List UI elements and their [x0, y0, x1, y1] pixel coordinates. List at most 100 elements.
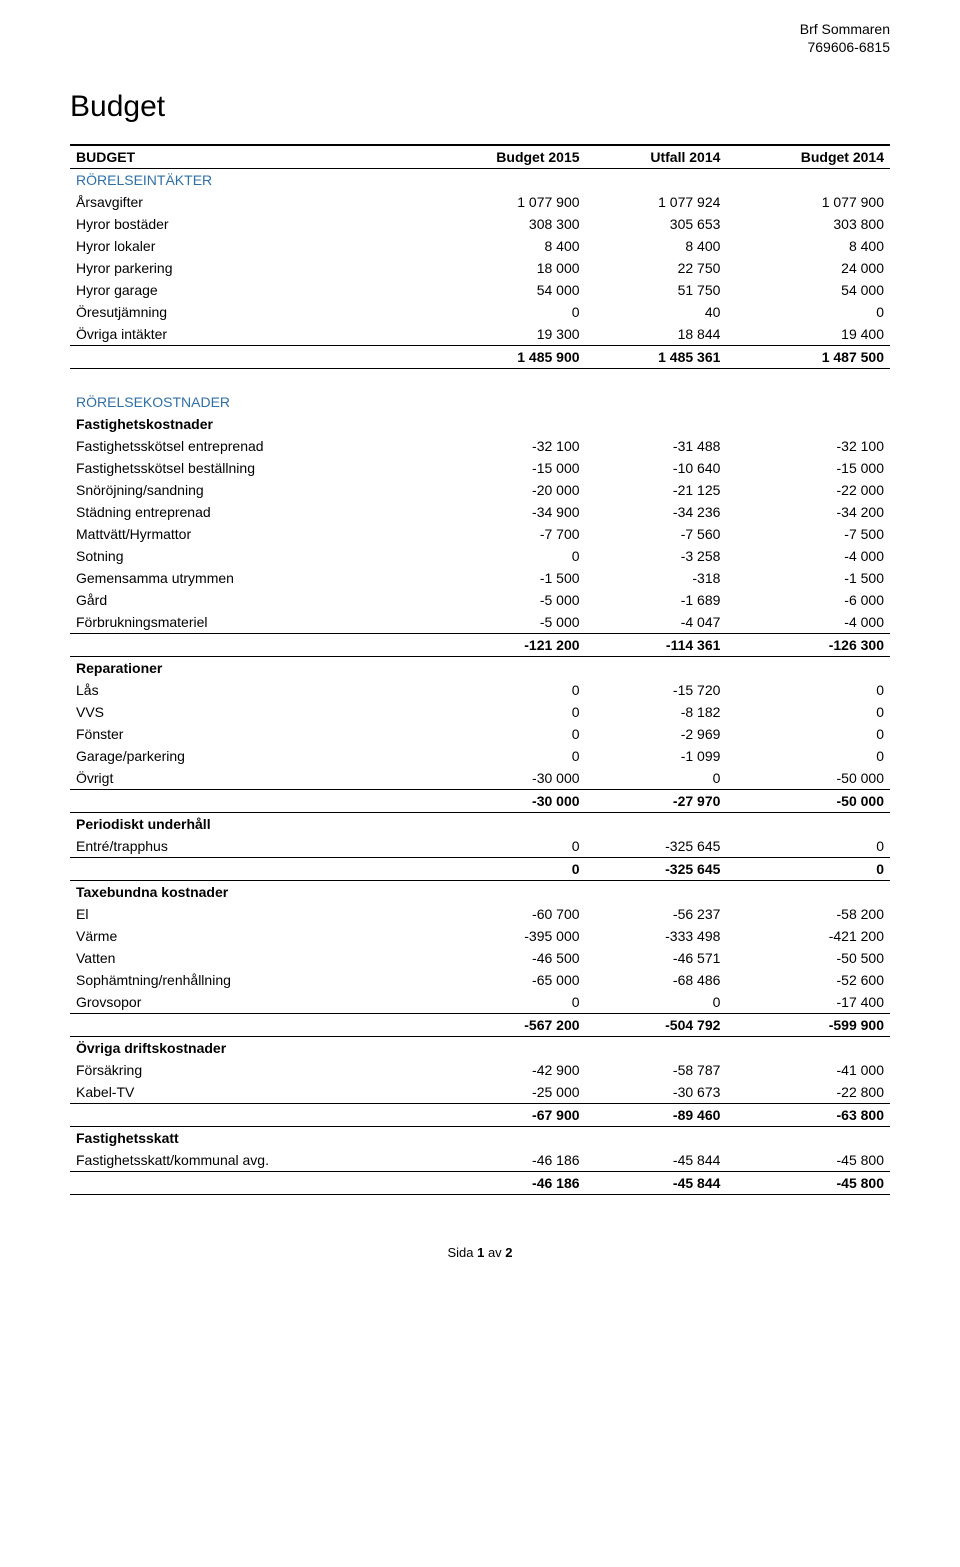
row-value: -63 800 — [726, 1104, 890, 1127]
row-value: 1 485 900 — [422, 346, 586, 369]
row-value: -45 800 — [726, 1149, 890, 1172]
row-value: 0 — [422, 301, 586, 323]
row-value: -6 000 — [726, 589, 890, 611]
table-row: -30 000-27 970-50 000 — [70, 790, 890, 813]
row-value: 54 000 — [726, 279, 890, 301]
row-value: -32 100 — [726, 435, 890, 457]
row-value: 1 077 900 — [726, 191, 890, 213]
row-value: -121 200 — [422, 634, 586, 657]
subheader: Periodiskt underhåll — [70, 813, 890, 836]
col-utfall-2014: Utfall 2014 — [586, 145, 727, 169]
subheader: Taxebundna kostnader — [70, 881, 890, 904]
row-value: -1 689 — [586, 589, 727, 611]
row-value: -4 000 — [726, 611, 890, 634]
row-value: -421 200 — [726, 925, 890, 947]
row-value: 0 — [726, 745, 890, 767]
row-value: -45 800 — [726, 1172, 890, 1195]
row-value: 0 — [422, 701, 586, 723]
row-value: 19 300 — [422, 323, 586, 346]
row-value: -30 000 — [422, 790, 586, 813]
table-row: Fastighetsskatt/kommunal avg.-46 186-45 … — [70, 1149, 890, 1172]
budget-table: BUDGET Budget 2015 Utfall 2014 Budget 20… — [70, 144, 890, 1195]
row-value: -34 900 — [422, 501, 586, 523]
table-row: Städning entreprenad-34 900-34 236-34 20… — [70, 501, 890, 523]
table-row: Fastighetsskatt — [70, 1127, 890, 1150]
table-row: -567 200-504 792-599 900 — [70, 1014, 890, 1037]
row-value: 8 400 — [726, 235, 890, 257]
footer-total: 2 — [505, 1245, 512, 1260]
row-value: -599 900 — [726, 1014, 890, 1037]
row-value: 8 400 — [422, 235, 586, 257]
table-row: Sotning0-3 258-4 000 — [70, 545, 890, 567]
row-value: 0 — [726, 701, 890, 723]
row-label: Gård — [70, 589, 422, 611]
table-row: Fastighetskostnader — [70, 413, 890, 435]
row-label: Städning entreprenad — [70, 501, 422, 523]
row-label: Fastighetsskötsel beställning — [70, 457, 422, 479]
table-row: Försäkring-42 900-58 787-41 000 — [70, 1059, 890, 1081]
row-value: -50 500 — [726, 947, 890, 969]
org-name: Brf Sommaren — [800, 20, 890, 38]
subheader: Övriga driftskostnader — [70, 1037, 890, 1060]
table-row: Övriga driftskostnader — [70, 1037, 890, 1060]
table-row: Periodiskt underhåll — [70, 813, 890, 836]
page-footer: Sida 1 av 2 — [70, 1245, 890, 1260]
row-label: Lås — [70, 679, 422, 701]
row-label: Sotning — [70, 545, 422, 567]
row-value: 1 487 500 — [726, 346, 890, 369]
subheader: Fastighetskostnader — [70, 413, 890, 435]
row-label: Öresutjämning — [70, 301, 422, 323]
row-label: Entré/trapphus — [70, 835, 422, 858]
row-value: 303 800 — [726, 213, 890, 235]
table-row: RÖRELSEINTÄKTER — [70, 169, 890, 192]
row-label: Fastighetsskötsel entreprenad — [70, 435, 422, 457]
row-value: -8 182 — [586, 701, 727, 723]
row-label: Fastighetsskatt/kommunal avg. — [70, 1149, 422, 1172]
row-value: -4 000 — [726, 545, 890, 567]
col-label: BUDGET — [70, 145, 422, 169]
table-row: Vatten-46 500-46 571-50 500 — [70, 947, 890, 969]
row-value: -34 200 — [726, 501, 890, 523]
row-value: -58 200 — [726, 903, 890, 925]
row-value: -325 645 — [586, 835, 727, 858]
table-row: Hyror parkering18 00022 75024 000 — [70, 257, 890, 279]
row-value: 51 750 — [586, 279, 727, 301]
table-row: Reparationer — [70, 657, 890, 680]
table-row: 0-325 6450 — [70, 858, 890, 881]
table-row: -121 200-114 361-126 300 — [70, 634, 890, 657]
table-row: -46 186-45 844-45 800 — [70, 1172, 890, 1195]
table-row: Förbrukningsmateriel-5 000-4 047-4 000 — [70, 611, 890, 634]
row-value: 18 000 — [422, 257, 586, 279]
row-value: -30 673 — [586, 1081, 727, 1104]
row-label — [70, 346, 422, 369]
row-label — [70, 858, 422, 881]
row-value: -1 099 — [586, 745, 727, 767]
row-label: Försäkring — [70, 1059, 422, 1081]
row-label: Hyror bostäder — [70, 213, 422, 235]
row-value: -1 500 — [726, 567, 890, 589]
row-value: 305 653 — [586, 213, 727, 235]
row-value: -126 300 — [726, 634, 890, 657]
row-value: -46 186 — [422, 1172, 586, 1195]
row-label: Värme — [70, 925, 422, 947]
row-value: -4 047 — [586, 611, 727, 634]
org-header: Brf Sommaren 769606-6815 — [800, 20, 890, 56]
row-value: -325 645 — [586, 858, 727, 881]
row-label: Grovsopor — [70, 991, 422, 1014]
row-value: 0 — [726, 301, 890, 323]
row-value: -3 258 — [586, 545, 727, 567]
row-value: -58 787 — [586, 1059, 727, 1081]
row-label: Fönster — [70, 723, 422, 745]
row-label: El — [70, 903, 422, 925]
row-value: -5 000 — [422, 611, 586, 634]
row-value: 24 000 — [726, 257, 890, 279]
footer-mid: av — [484, 1245, 505, 1260]
org-id: 769606-6815 — [800, 38, 890, 56]
row-value: 0 — [586, 767, 727, 790]
footer-prefix: Sida — [447, 1245, 477, 1260]
table-row: Garage/parkering0-1 0990 — [70, 745, 890, 767]
row-label — [70, 1172, 422, 1195]
row-value: 0 — [422, 991, 586, 1014]
row-value: -22 000 — [726, 479, 890, 501]
spacer — [70, 369, 890, 392]
